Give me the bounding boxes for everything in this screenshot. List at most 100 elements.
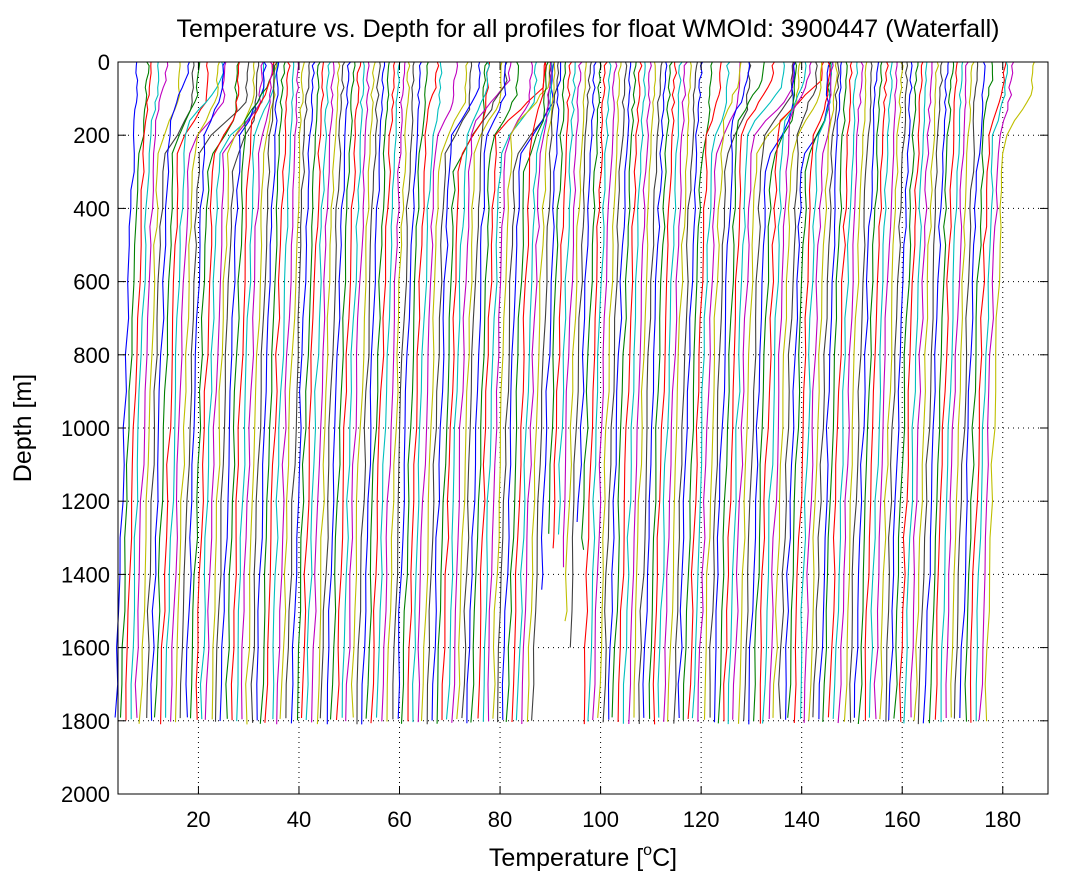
temperature-profile-line xyxy=(341,61,365,718)
temperature-profile-line xyxy=(917,61,943,725)
temperature-profile-line xyxy=(259,61,286,724)
x-tick-label: 120 xyxy=(683,807,720,832)
x-axis-label: Temperature [oC] xyxy=(489,842,677,872)
temperature-profile-line xyxy=(633,61,656,718)
temperature-profile-line xyxy=(521,61,552,725)
temperature-profile-line xyxy=(501,61,555,720)
axis-ticks xyxy=(118,61,1048,795)
temperature-profile-line xyxy=(717,61,765,724)
temperature-profile-line xyxy=(768,61,812,720)
temperature-profile-line xyxy=(682,61,713,721)
temperature-profile-line xyxy=(975,61,1009,722)
temperature-profile-line xyxy=(285,61,311,719)
temperature-profile-line xyxy=(772,62,823,718)
temperature-profile-line xyxy=(250,61,278,723)
y-tick-label: 200 xyxy=(73,123,110,148)
temperature-profile-line xyxy=(436,61,489,724)
temperature-profile-line xyxy=(279,61,305,719)
temperature-profile-line xyxy=(562,61,583,568)
temperature-profile-line xyxy=(441,61,490,721)
temperature-profile-line xyxy=(305,61,331,721)
y-tick-label: 2000 xyxy=(61,782,110,807)
temperature-profile-line xyxy=(526,61,556,722)
temperature-profile-line xyxy=(417,61,459,723)
temperature-profile-line xyxy=(356,61,381,725)
temperature-profile-line xyxy=(236,61,279,722)
temperature-profile-line xyxy=(426,61,473,725)
temperature-profile-line xyxy=(230,61,275,721)
temperature-profile-line xyxy=(461,61,508,719)
temperature-profile-line xyxy=(913,61,939,721)
temperature-profile-line xyxy=(420,61,469,722)
temperature-profile-line xyxy=(160,61,209,725)
y-tick-label: 800 xyxy=(73,343,110,368)
temperature-profile-line xyxy=(837,61,864,724)
temperature-profile-line xyxy=(276,61,300,725)
x-tick-label: 140 xyxy=(783,807,820,832)
x-tick-label: 60 xyxy=(387,807,411,832)
plot-frame xyxy=(117,61,1049,795)
temperature-profile-line xyxy=(456,61,503,720)
temperature-profile-line xyxy=(386,61,411,722)
temperature-profile-line xyxy=(950,61,975,718)
temperature-profile-line xyxy=(311,61,335,723)
temperature-profile-line xyxy=(397,61,422,719)
temperature-profile-line xyxy=(412,61,443,723)
temperature-profile-line xyxy=(361,62,386,725)
temperature-profile-line xyxy=(296,61,321,721)
y-tick-label: 1800 xyxy=(61,709,110,734)
temperature-profile-line xyxy=(800,61,834,719)
temperature-profile-line xyxy=(978,61,1015,721)
temperature-profile-line xyxy=(146,61,195,719)
temperature-profile-line xyxy=(864,61,889,721)
x-tick-label: 80 xyxy=(488,807,512,832)
temperature-profile-line xyxy=(753,61,798,722)
x-axis-label-main: Temperature [ xyxy=(489,844,643,872)
x-tick-labels: 20 40 60 80 100 120 140 160 180 xyxy=(186,807,1021,832)
temperature-profile-line xyxy=(114,61,139,718)
x-tick-label: 100 xyxy=(582,807,619,832)
temperature-profile-line xyxy=(581,61,602,550)
temperature-profile-line xyxy=(607,61,632,720)
x-axis-label-unit: C] xyxy=(652,844,677,872)
temperature-profile-line xyxy=(691,61,731,719)
temperature-profile-line xyxy=(466,61,507,724)
temperature-profile-line xyxy=(431,61,481,721)
temperature-profile-line xyxy=(843,61,868,722)
temperature-profile-line xyxy=(219,61,267,722)
temperature-profile-line xyxy=(617,61,643,723)
y-axis-label: Depth [m] xyxy=(9,374,37,482)
temperature-profile-line xyxy=(945,61,969,719)
temperature-profile-line xyxy=(119,61,150,718)
temperature-profile-line xyxy=(709,61,752,718)
temperature-profile-line xyxy=(940,61,964,723)
temperature-profile-line xyxy=(319,61,346,719)
temperature-profile-line xyxy=(329,61,356,720)
temperature-profile-line xyxy=(482,61,538,722)
temperature-profile-line xyxy=(569,61,592,648)
y-tick-label: 1200 xyxy=(61,489,110,514)
temperature-profile-line xyxy=(130,61,160,720)
y-tick-label: 1000 xyxy=(61,416,110,441)
temperature-profile-line xyxy=(540,62,562,590)
temperature-profile-line xyxy=(888,61,913,721)
temperature-profile-line xyxy=(350,61,376,718)
temperature-profile-line xyxy=(165,61,224,718)
temperature-profile-line xyxy=(125,61,152,721)
temperature-profile-line xyxy=(832,61,859,719)
temperature-profile-line xyxy=(922,61,949,724)
temperature-profile-line xyxy=(827,61,853,718)
temperature-profile-line xyxy=(264,61,291,723)
temperature-profile-line xyxy=(583,61,608,725)
temperature-profile-line xyxy=(487,61,533,722)
temperature-profile-line xyxy=(934,61,958,720)
temperature-profile-line xyxy=(170,61,227,722)
temperature-profile-line xyxy=(470,61,520,723)
temperature-profile-line xyxy=(300,61,325,719)
temperature-profile-line xyxy=(969,61,1007,723)
temperature-profile-line xyxy=(345,61,370,722)
temperature-profile-line xyxy=(703,61,742,720)
temperature-profile-line xyxy=(899,61,924,722)
temperature-profile-line xyxy=(762,61,807,724)
